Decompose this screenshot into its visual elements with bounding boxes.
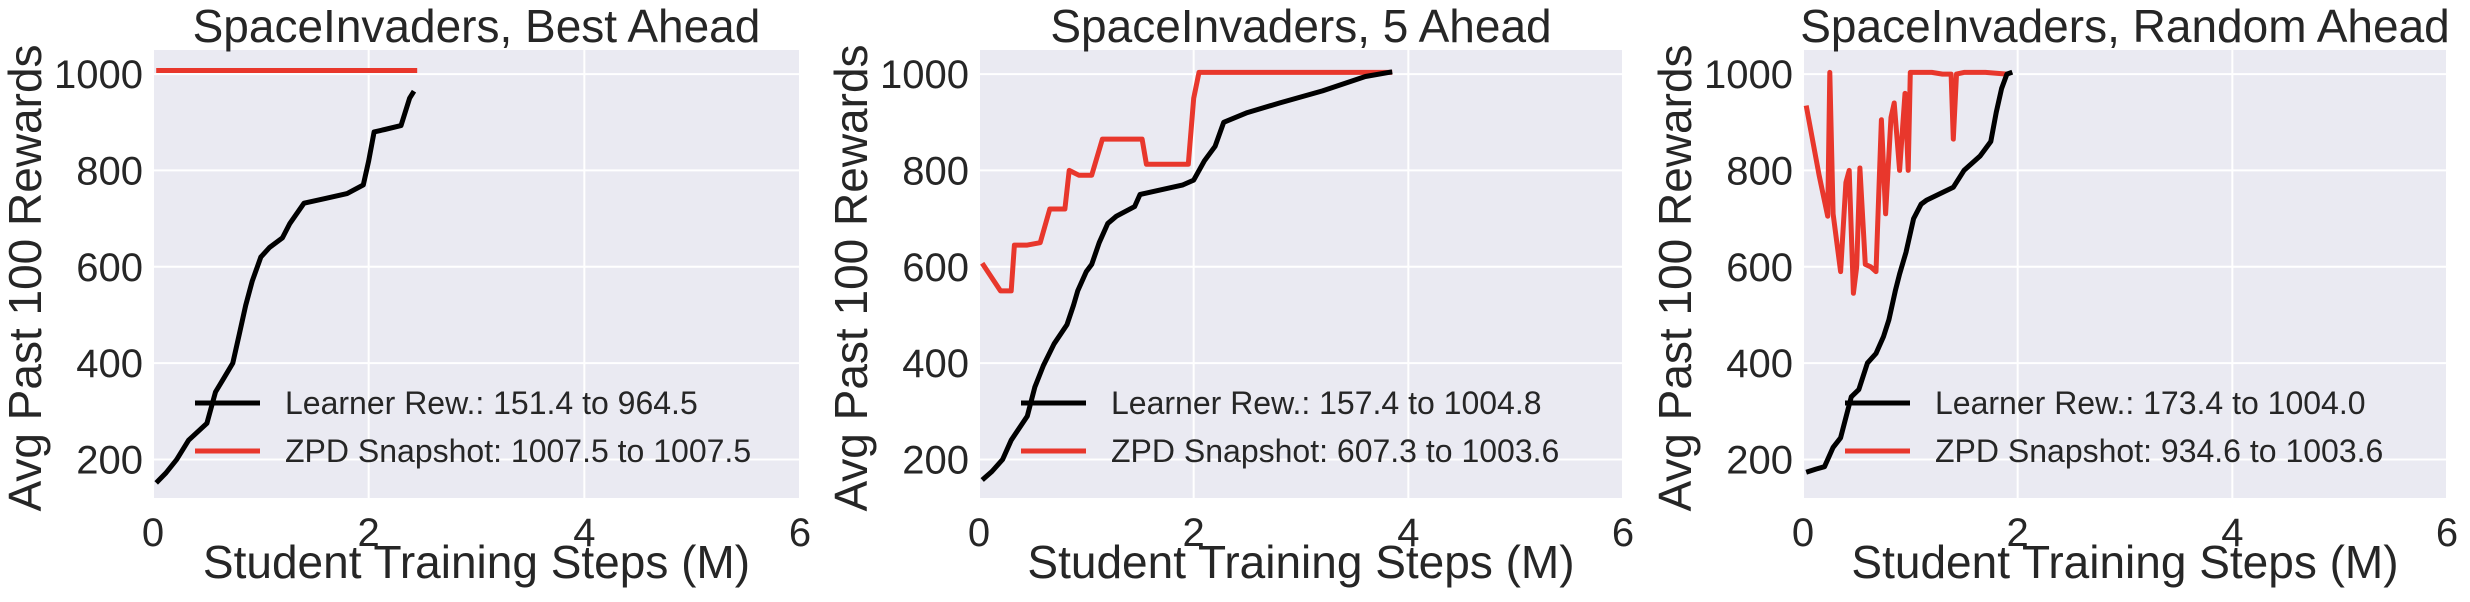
chart-panel-3: 0 2 4 6 200 400 600 800 1000 Student Training Ste… <box>1649 0 2458 588</box>
x-tick-label: 6 <box>2436 511 2458 555</box>
x-tick-label: 6 <box>789 511 811 555</box>
legend: Learner Rew.: 173.4 to 1004.0 ZPD Snapsho… <box>1845 385 2383 469</box>
x-tick-label: 2 <box>358 511 380 555</box>
y-tick-label: 200 <box>76 438 143 482</box>
legend-label: Learner Rew.: 157.4 to 1004.8 <box>1111 385 1542 421</box>
chart-panel-1: 0 2 4 6 200 400 600 800 1000 Student Training Ste… <box>0 0 811 588</box>
y-tick-label: 800 <box>902 149 969 193</box>
y-tick-label: 400 <box>76 342 143 386</box>
y-tick-label: 400 <box>902 342 969 386</box>
chart-title: SpaceInvaders, Random Ahead <box>1800 0 2450 52</box>
legend-label: Learner Rew.: 151.4 to 964.5 <box>285 385 698 421</box>
chart-title: SpaceInvaders, Best Ahead <box>193 0 761 52</box>
y-tick-label: 400 <box>1726 342 1793 386</box>
series-line-learner <box>980 69 1393 482</box>
y-axis-label: Avg Past 100 Rewards <box>1649 44 1701 511</box>
y-tick-label: 800 <box>1726 149 1793 193</box>
x-axis-label: Student Training Steps (M) <box>1851 536 2398 588</box>
y-axis-label: Avg Past 100 Rewards <box>0 44 51 511</box>
legend: Learner Rew.: 151.4 to 964.5 ZPD Snapshot… <box>195 385 751 469</box>
x-tick-label: 2 <box>1183 511 1205 555</box>
y-tick-label: 200 <box>1726 438 1793 482</box>
y-tick-label: 1000 <box>880 53 969 97</box>
x-tick-label: 2 <box>2007 511 2029 555</box>
plot-area <box>979 50 1623 498</box>
legend-label: ZPD Snapshot: 1007.5 to 1007.5 <box>285 433 751 469</box>
legend-label: Learner Rew.: 173.4 to 1004.0 <box>1935 385 2366 421</box>
series-line-zpd-snapshot <box>980 69 1393 294</box>
series-line-learner <box>154 89 417 485</box>
x-tick-label: 4 <box>2221 511 2243 555</box>
legend-label: ZPD Snapshot: 934.6 to 1003.6 <box>1935 433 2383 469</box>
legend-label: ZPD Snapshot: 607.3 to 1003.6 <box>1111 433 1559 469</box>
y-tick-label: 1000 <box>1704 53 1793 97</box>
series-line-zpd-snapshot <box>1803 69 2008 296</box>
y-tick-label: 600 <box>902 246 969 290</box>
y-tick-label: 600 <box>76 246 143 290</box>
chart-title: SpaceInvaders, 5 Ahead <box>1050 0 1551 52</box>
x-tick-label: 0 <box>1792 511 1814 555</box>
chart-panel-2: 0 2 4 6 200 400 600 800 1000 Student Training Ste… <box>825 0 1634 588</box>
x-tick-label: 4 <box>573 511 595 555</box>
x-tick-label: 6 <box>1612 511 1634 555</box>
y-axis-label: Avg Past 100 Rewards <box>825 44 877 511</box>
x-tick-label: 0 <box>142 511 164 555</box>
series-line-learner <box>1805 69 2014 475</box>
legend: Learner Rew.: 157.4 to 1004.8 ZPD Snapsho… <box>1021 385 1559 469</box>
y-tick-label: 1000 <box>54 53 143 97</box>
x-tick-label: 0 <box>968 511 990 555</box>
y-tick-label: 600 <box>1726 246 1793 290</box>
x-axis-label: Student Training Steps (M) <box>1027 536 1574 588</box>
y-tick-label: 800 <box>76 149 143 193</box>
x-tick-label: 4 <box>1397 511 1419 555</box>
y-tick-label: 200 <box>902 438 969 482</box>
plot-area <box>153 50 800 498</box>
x-axis-label: Student Training Steps (M) <box>203 536 750 588</box>
